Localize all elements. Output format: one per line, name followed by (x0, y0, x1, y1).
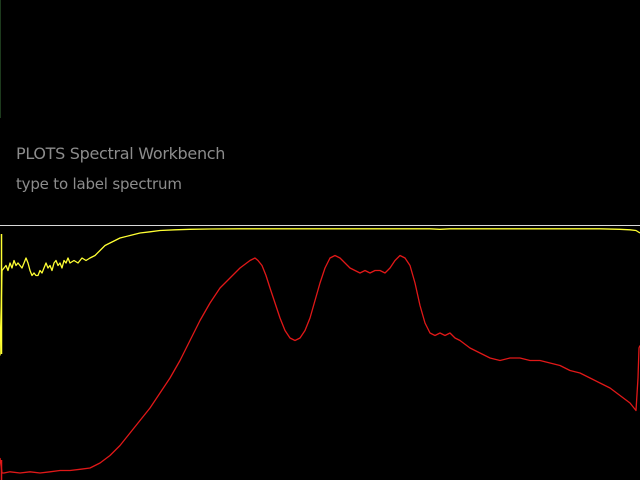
yellow-spectrum-line (0, 228, 640, 356)
spectrum-plot-canvas (0, 228, 640, 480)
app-title: PLOTS Spectral Workbench (16, 144, 226, 163)
spectrum-label-input[interactable] (14, 172, 318, 196)
plot-divider (0, 225, 640, 226)
spectrum-plot[interactable] (0, 226, 640, 480)
top-left-marker (0, 0, 1, 118)
red-spectrum-line (0, 254, 640, 474)
